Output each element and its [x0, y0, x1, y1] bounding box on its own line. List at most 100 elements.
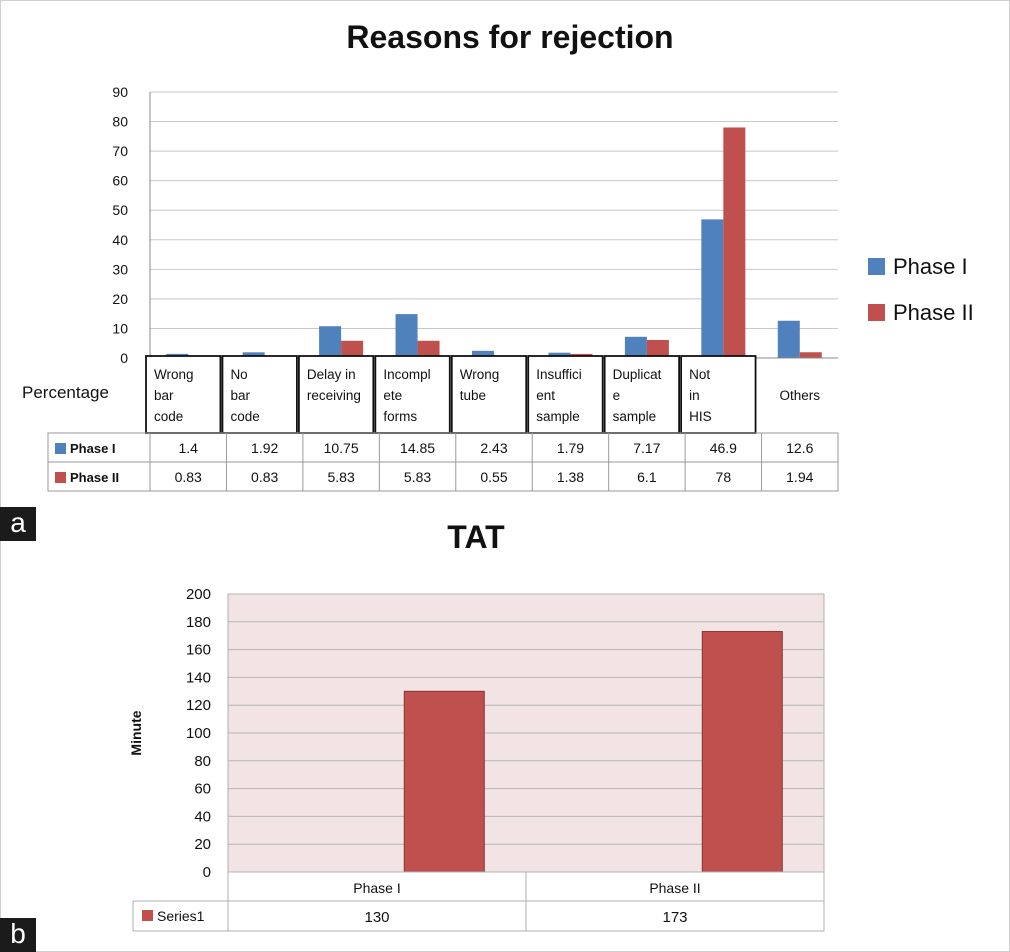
- category-label: Phase II: [649, 880, 700, 896]
- table-value: 0.83: [175, 469, 202, 485]
- y-tick-label: 90: [112, 84, 128, 100]
- bar: [701, 631, 783, 873]
- category-label: bar: [154, 388, 174, 403]
- category-label: e: [613, 388, 621, 403]
- category-label: Wrong: [460, 367, 500, 382]
- category-label: HIS: [689, 409, 712, 424]
- table-value: 0.55: [480, 469, 507, 485]
- table-value: 5.83: [327, 469, 354, 485]
- table-value: 0.83: [251, 469, 278, 485]
- bar: [319, 326, 342, 358]
- bar: [777, 320, 800, 358]
- category-label: sample: [613, 409, 657, 424]
- y-tick-label: 20: [112, 291, 128, 307]
- bar: [472, 350, 494, 358]
- bar: [799, 352, 822, 358]
- y-tick-label: 200: [186, 586, 211, 603]
- bar: [624, 336, 647, 358]
- y-tick-label: 180: [186, 614, 211, 631]
- bar: [417, 340, 440, 358]
- table-value: 10.75: [324, 440, 359, 456]
- table-value: 1.79: [557, 440, 584, 456]
- bar: [723, 127, 746, 358]
- category-box: [527, 355, 604, 434]
- table-series-label: Phase II: [70, 470, 119, 485]
- category-label: in: [689, 388, 700, 403]
- category-label: ent: [536, 388, 555, 403]
- table-value: 14.85: [400, 440, 435, 456]
- y-tick-label: 20: [194, 836, 211, 853]
- y-tick-label: 0: [120, 350, 128, 366]
- y-tick-label: 160: [186, 642, 211, 659]
- bar: [403, 690, 485, 873]
- table-value: 130: [364, 909, 389, 926]
- category-label: Phase I: [353, 880, 400, 896]
- rejection-chart: Reasons for rejection 0 10 20 30 40 50 60 70 80 90…: [22, 19, 974, 492]
- category-label: Delay in: [307, 367, 356, 382]
- table-value: 2.43: [480, 440, 507, 456]
- table-legend-key: [55, 443, 66, 454]
- y-tick-label: 50: [112, 202, 128, 218]
- table-legend-key: [55, 472, 66, 483]
- y-tick-label: 100: [186, 725, 211, 742]
- category-box: [680, 355, 757, 434]
- legend-key: [868, 304, 885, 321]
- y-axis-label: Minute: [128, 710, 144, 755]
- y-tick-label: 60: [112, 173, 128, 189]
- data-table-border: [132, 900, 825, 932]
- category-box: [374, 355, 451, 434]
- table-value: 78: [716, 469, 732, 485]
- table-value: 7.17: [633, 440, 660, 456]
- panel-label-b: b: [0, 918, 36, 952]
- category-label: Not: [689, 367, 710, 382]
- y-tick-label: 40: [194, 808, 211, 825]
- category-box: [450, 355, 528, 434]
- category-label: bar: [230, 388, 250, 403]
- table-legend-key: [142, 910, 153, 921]
- category-box: [145, 355, 222, 434]
- category-box: [297, 355, 375, 434]
- table-series-label: Phase I: [70, 441, 116, 456]
- category-label: receiving: [307, 388, 361, 403]
- row-header: Percentage: [22, 383, 109, 402]
- y-tick-label: 80: [112, 114, 128, 130]
- category-label: Insuffici: [536, 367, 582, 382]
- y-tick-label: 30: [112, 261, 128, 277]
- table-value: 1.4: [178, 440, 198, 456]
- table-value: 173: [662, 909, 687, 926]
- table-value: 1.92: [251, 440, 278, 456]
- bar: [341, 340, 364, 358]
- bar: [395, 314, 418, 358]
- table-value: 46.9: [710, 440, 737, 456]
- category-label: code: [230, 409, 259, 424]
- legend-label: Phase II: [893, 300, 974, 325]
- y-tick-label: 10: [112, 320, 128, 336]
- y-tick-label: 40: [112, 232, 128, 248]
- table-value: 12.6: [786, 440, 813, 456]
- category-label: code: [154, 409, 183, 424]
- table-value: 1.38: [557, 469, 584, 485]
- table-series-label: Series1: [157, 908, 205, 924]
- table-value: 1.94: [786, 469, 813, 485]
- legend-key: [868, 258, 885, 275]
- bar: [646, 339, 669, 358]
- category-label: ete: [383, 388, 402, 403]
- chart-title: TAT: [447, 519, 505, 555]
- y-tick-label: 70: [112, 143, 128, 159]
- category-label: Duplicat: [613, 367, 662, 382]
- category-label: Others: [780, 388, 821, 403]
- y-tick-label: 0: [203, 864, 211, 881]
- y-tick-label: 120: [186, 697, 211, 714]
- category-label: Wrong: [154, 367, 194, 382]
- legend-label: Phase I: [893, 254, 968, 279]
- category-label: No: [230, 367, 247, 382]
- panel-label-a: a: [0, 507, 36, 541]
- y-tick-label: 60: [194, 781, 211, 798]
- y-tick-label: 80: [194, 753, 211, 770]
- category-label: forms: [383, 409, 417, 424]
- category-label: tube: [460, 388, 486, 403]
- chart-title: Reasons for rejection: [346, 19, 673, 55]
- y-tick-label: 140: [186, 669, 211, 686]
- table-value: 5.83: [404, 469, 431, 485]
